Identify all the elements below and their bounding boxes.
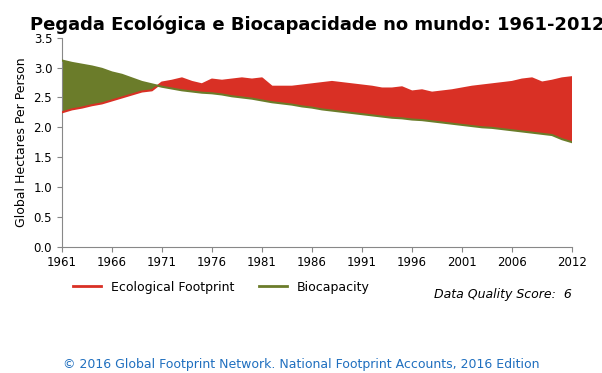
Y-axis label: Global Hectares Per Person: Global Hectares Per Person [15, 57, 28, 227]
Legend: Ecological Footprint, Biocapacity: Ecological Footprint, Biocapacity [68, 276, 374, 299]
Title: Pegada Ecológica e Biocapacidade no mundo: 1961-2012: Pegada Ecológica e Biocapacidade no mund… [29, 15, 602, 34]
Text: Data Quality Score:  6: Data Quality Score: 6 [434, 288, 572, 301]
Text: © 2016 Global Footprint Network. National Footprint Accounts, 2016 Edition: © 2016 Global Footprint Network. Nationa… [63, 358, 539, 371]
